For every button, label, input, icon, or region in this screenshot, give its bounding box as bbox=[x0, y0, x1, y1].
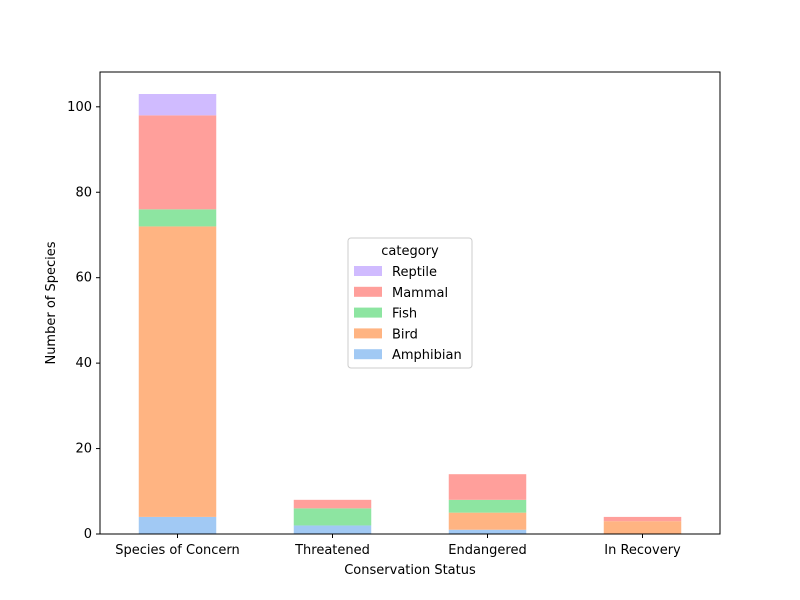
bar-segment-mammal bbox=[293, 499, 372, 509]
y-tick-label: 60 bbox=[75, 271, 92, 286]
y-axis: 0 20 40 60 80 100 bbox=[67, 100, 100, 542]
bar-segment-fish bbox=[448, 499, 527, 513]
legend-label-mammal: Mammal bbox=[392, 286, 448, 301]
y-tick-label: 80 bbox=[75, 185, 92, 200]
x-tick-label: Threatened bbox=[294, 543, 370, 558]
x-tick-label: Endangered bbox=[448, 543, 526, 558]
bar-segment-mammal bbox=[448, 474, 527, 500]
legend-label-fish: Fish bbox=[392, 307, 417, 322]
legend-label-reptile: Reptile bbox=[392, 265, 437, 280]
x-axis-label: Conservation Status bbox=[344, 563, 476, 578]
bar-segment-amphibian bbox=[448, 529, 527, 534]
legend-label-amphibian: Amphibian bbox=[392, 348, 462, 363]
y-tick-label: 20 bbox=[75, 442, 92, 457]
x-tick-label: Species of Concern bbox=[115, 543, 240, 558]
bar-segment-bird bbox=[603, 521, 682, 534]
legend: category Reptile Mammal Fish Bird Amphibian bbox=[347, 237, 473, 369]
y-tick-label: 0 bbox=[84, 527, 92, 542]
y-axis-label: Number of Species bbox=[44, 241, 59, 364]
bar-layer bbox=[138, 94, 682, 534]
bar-segment-fish bbox=[293, 508, 372, 526]
legend-label-bird: Bird bbox=[392, 327, 418, 342]
y-tick-label: 100 bbox=[67, 100, 92, 115]
bar-segment-bird bbox=[448, 512, 527, 530]
plot-area-frame bbox=[99, 71, 721, 535]
legend-title: category bbox=[381, 244, 439, 259]
bar-segment-fish bbox=[138, 209, 217, 227]
legend-swatch-reptile bbox=[354, 266, 382, 276]
x-tick-label: In Recovery bbox=[604, 543, 681, 558]
bar-segment-amphibian bbox=[138, 516, 217, 534]
legend-swatch-amphibian bbox=[354, 349, 382, 360]
y-tick-label: 40 bbox=[75, 356, 92, 371]
bar-segment-mammal bbox=[138, 115, 217, 210]
bar-segment-mammal bbox=[603, 516, 682, 522]
x-axis: Species of Concern Threatened Endangered In… bbox=[115, 534, 681, 558]
legend-swatch-fish bbox=[354, 307, 382, 318]
bar-segment-reptile bbox=[138, 94, 217, 116]
legend-swatch-bird bbox=[354, 328, 382, 339]
bar-segment-amphibian bbox=[293, 525, 372, 534]
legend-swatch-mammal bbox=[354, 286, 382, 297]
bar-segment-bird bbox=[138, 226, 217, 517]
